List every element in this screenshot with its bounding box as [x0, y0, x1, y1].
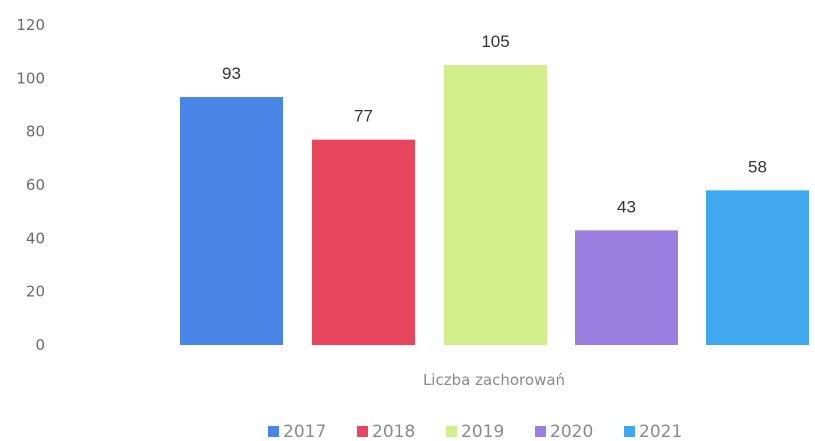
data-labels: 93 77 105 43 58	[222, 32, 767, 216]
y-tick-label: 100	[16, 69, 45, 87]
x-axis: Liczba zachorowań	[423, 371, 565, 389]
legend-swatch-2019	[446, 426, 457, 437]
bar-2017	[180, 97, 283, 345]
y-axis: 0 20 40 60 80 100 120	[16, 16, 45, 354]
category-label: Liczba zachorowań	[423, 371, 565, 389]
data-label-2017: 93	[222, 64, 241, 83]
y-tick-label: 20	[26, 283, 45, 301]
legend-swatch-2021	[624, 426, 635, 437]
legend: 2017 2018 2019 2020 2021	[268, 422, 682, 441]
data-label-2018: 77	[354, 107, 373, 126]
bar-2018	[312, 139, 415, 345]
legend-swatch-2018	[357, 426, 368, 437]
legend-label-2021: 2021	[639, 422, 682, 441]
bar-2019	[444, 65, 547, 345]
data-label-2020: 43	[617, 197, 636, 216]
legend-label-2020: 2020	[550, 422, 593, 441]
legend-label-2017: 2017	[283, 422, 326, 441]
bars	[180, 65, 809, 345]
legend-label-2019: 2019	[461, 422, 504, 441]
y-tick-label: 80	[26, 123, 45, 141]
legend-swatch-2017	[268, 426, 279, 437]
y-tick-label: 120	[16, 16, 45, 34]
bar-2021	[706, 190, 809, 345]
data-label-2021: 58	[748, 157, 767, 176]
data-label-2019: 105	[481, 32, 509, 51]
legend-swatch-2020	[535, 426, 546, 437]
y-tick-label: 0	[35, 336, 45, 354]
y-tick-label: 40	[26, 229, 45, 247]
legend-label-2018: 2018	[372, 422, 415, 441]
bar-2020	[575, 230, 678, 345]
y-tick-label: 60	[26, 176, 45, 194]
